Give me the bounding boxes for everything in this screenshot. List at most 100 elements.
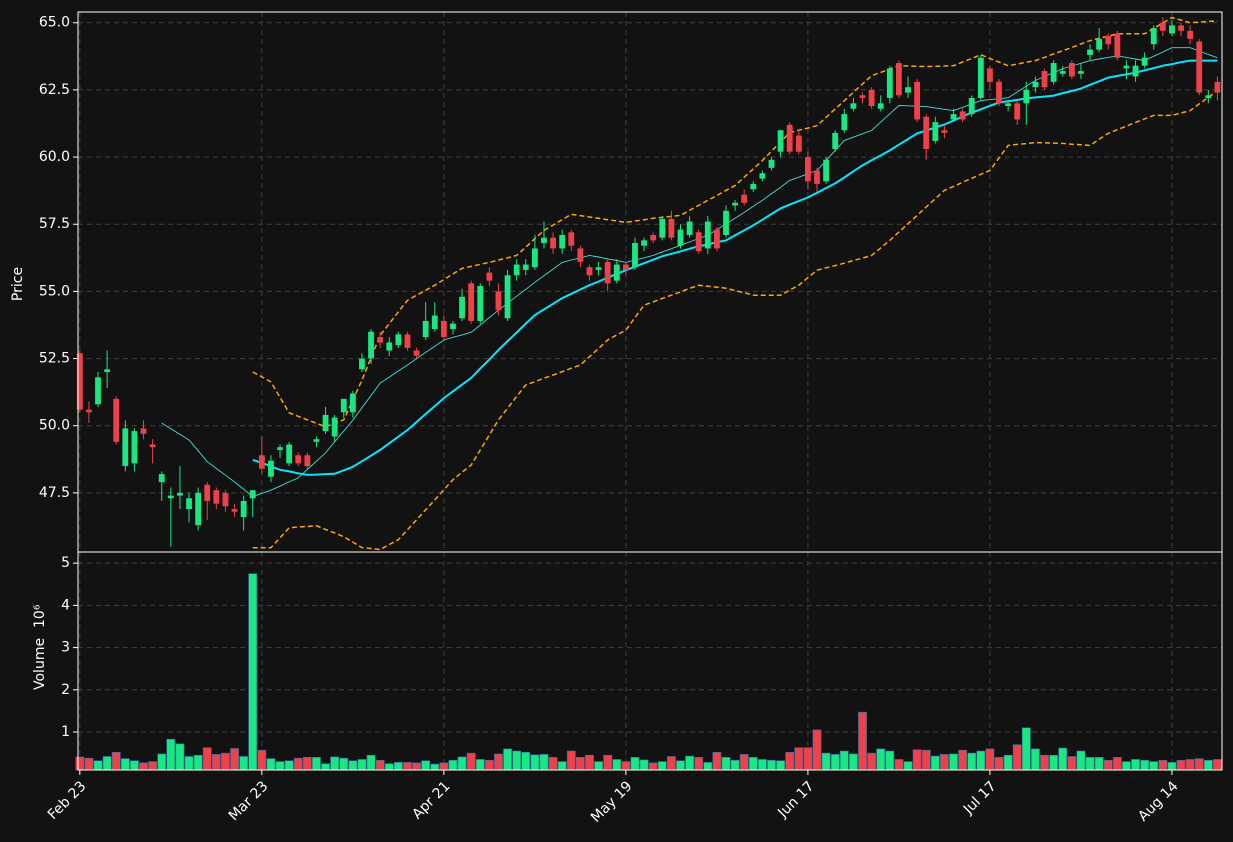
volume-bar bbox=[1031, 748, 1040, 771]
volume-bar bbox=[530, 754, 540, 771]
volume-bar bbox=[830, 754, 840, 771]
volume-bar bbox=[666, 756, 676, 771]
candle-body bbox=[1187, 30, 1194, 39]
candle-body bbox=[113, 398, 120, 442]
candle-body bbox=[1023, 89, 1030, 104]
candle-body bbox=[577, 248, 584, 262]
volume-bar bbox=[1058, 747, 1068, 771]
volume-bar bbox=[739, 754, 749, 771]
candle-body bbox=[1068, 63, 1075, 77]
candle-body bbox=[650, 234, 657, 241]
candle-body bbox=[450, 323, 456, 330]
candle-body bbox=[932, 122, 939, 141]
candle-body bbox=[1041, 71, 1048, 88]
candle-body bbox=[413, 350, 420, 356]
candle-body bbox=[431, 315, 438, 330]
candle-body bbox=[759, 173, 766, 179]
volume-bar bbox=[393, 762, 403, 771]
overlay-line bbox=[161, 47, 1218, 498]
volume-bar bbox=[421, 760, 431, 771]
candle-body bbox=[313, 439, 320, 442]
candle-body bbox=[495, 291, 502, 311]
volume-bar bbox=[1158, 759, 1168, 771]
candle-body bbox=[268, 460, 274, 477]
candle-body bbox=[622, 264, 629, 270]
volume-bar bbox=[1085, 757, 1095, 771]
volume-bar bbox=[439, 762, 449, 771]
volume-bar bbox=[1140, 759, 1150, 771]
volume-bar bbox=[111, 751, 121, 771]
volume-bar bbox=[1149, 761, 1159, 771]
y-tick-label: 50.0 bbox=[39, 418, 70, 434]
volume-bar bbox=[803, 747, 813, 771]
volume-bar bbox=[466, 752, 476, 771]
candle-body bbox=[177, 492, 183, 496]
candle-body bbox=[1087, 49, 1093, 55]
candle-body bbox=[959, 111, 966, 120]
candle-body bbox=[905, 87, 911, 93]
volume-bar bbox=[221, 752, 230, 771]
volume-bar bbox=[139, 762, 148, 771]
y-tick-label: 52.5 bbox=[39, 351, 70, 367]
volume-bar bbox=[630, 757, 640, 771]
volume-bar bbox=[876, 748, 886, 771]
overlay-line bbox=[252, 59, 1218, 476]
volume-bar bbox=[430, 763, 440, 771]
volume-bar bbox=[312, 757, 321, 771]
volume-bar bbox=[321, 763, 330, 771]
volume-tick-label: 2 bbox=[61, 682, 70, 698]
candle-body bbox=[368, 331, 374, 359]
candle-body bbox=[1014, 103, 1021, 120]
volume-bar bbox=[839, 750, 849, 771]
volume-bar bbox=[730, 759, 740, 771]
volume-bar bbox=[603, 754, 613, 771]
volume-bar bbox=[403, 762, 412, 771]
candle-body bbox=[277, 447, 283, 450]
candle-body bbox=[804, 157, 811, 182]
candle-body bbox=[286, 444, 293, 464]
volume-bar bbox=[976, 750, 986, 771]
volume-bar bbox=[703, 762, 713, 771]
candle-body bbox=[468, 283, 475, 321]
candle-body bbox=[522, 264, 529, 270]
volume-bar bbox=[1194, 758, 1204, 771]
volume-bar bbox=[248, 573, 258, 771]
candle-body bbox=[877, 103, 884, 109]
candle-body bbox=[1105, 36, 1112, 45]
volume-bar bbox=[1167, 762, 1177, 771]
volume-bar bbox=[912, 749, 922, 771]
volume-bar bbox=[958, 749, 968, 771]
volume-bar bbox=[894, 759, 904, 771]
volume-offset: 10⁶ bbox=[32, 604, 48, 628]
candle-body bbox=[86, 409, 92, 413]
volume-bar bbox=[685, 755, 694, 771]
candle-body bbox=[613, 264, 620, 281]
volume-bar bbox=[1203, 759, 1213, 771]
volume-bar bbox=[102, 756, 112, 771]
candle-body bbox=[841, 114, 848, 131]
volume-bar bbox=[921, 749, 931, 771]
volume-bar bbox=[758, 759, 767, 771]
candle-body bbox=[868, 89, 875, 107]
volume-axis-label: Volume bbox=[32, 638, 48, 690]
volume-bar bbox=[130, 760, 139, 771]
candle-body bbox=[823, 159, 830, 182]
volume-bar bbox=[994, 757, 1004, 771]
volume-bar bbox=[639, 759, 649, 771]
candle-body bbox=[996, 81, 1002, 104]
candle-body bbox=[896, 63, 902, 96]
candle-body bbox=[1032, 81, 1039, 88]
candle-body bbox=[359, 358, 365, 370]
candle-body bbox=[987, 68, 993, 82]
volume-bar bbox=[657, 761, 667, 771]
candle-body bbox=[213, 490, 220, 504]
candle-body bbox=[1114, 33, 1121, 58]
overlay-line bbox=[252, 16, 1218, 428]
candle-body bbox=[104, 369, 111, 372]
volume-bar bbox=[885, 750, 895, 771]
candle-body bbox=[249, 490, 256, 499]
candle-body bbox=[586, 267, 593, 276]
volume-tick-label: 3 bbox=[61, 640, 70, 656]
volume-bar bbox=[230, 748, 239, 771]
